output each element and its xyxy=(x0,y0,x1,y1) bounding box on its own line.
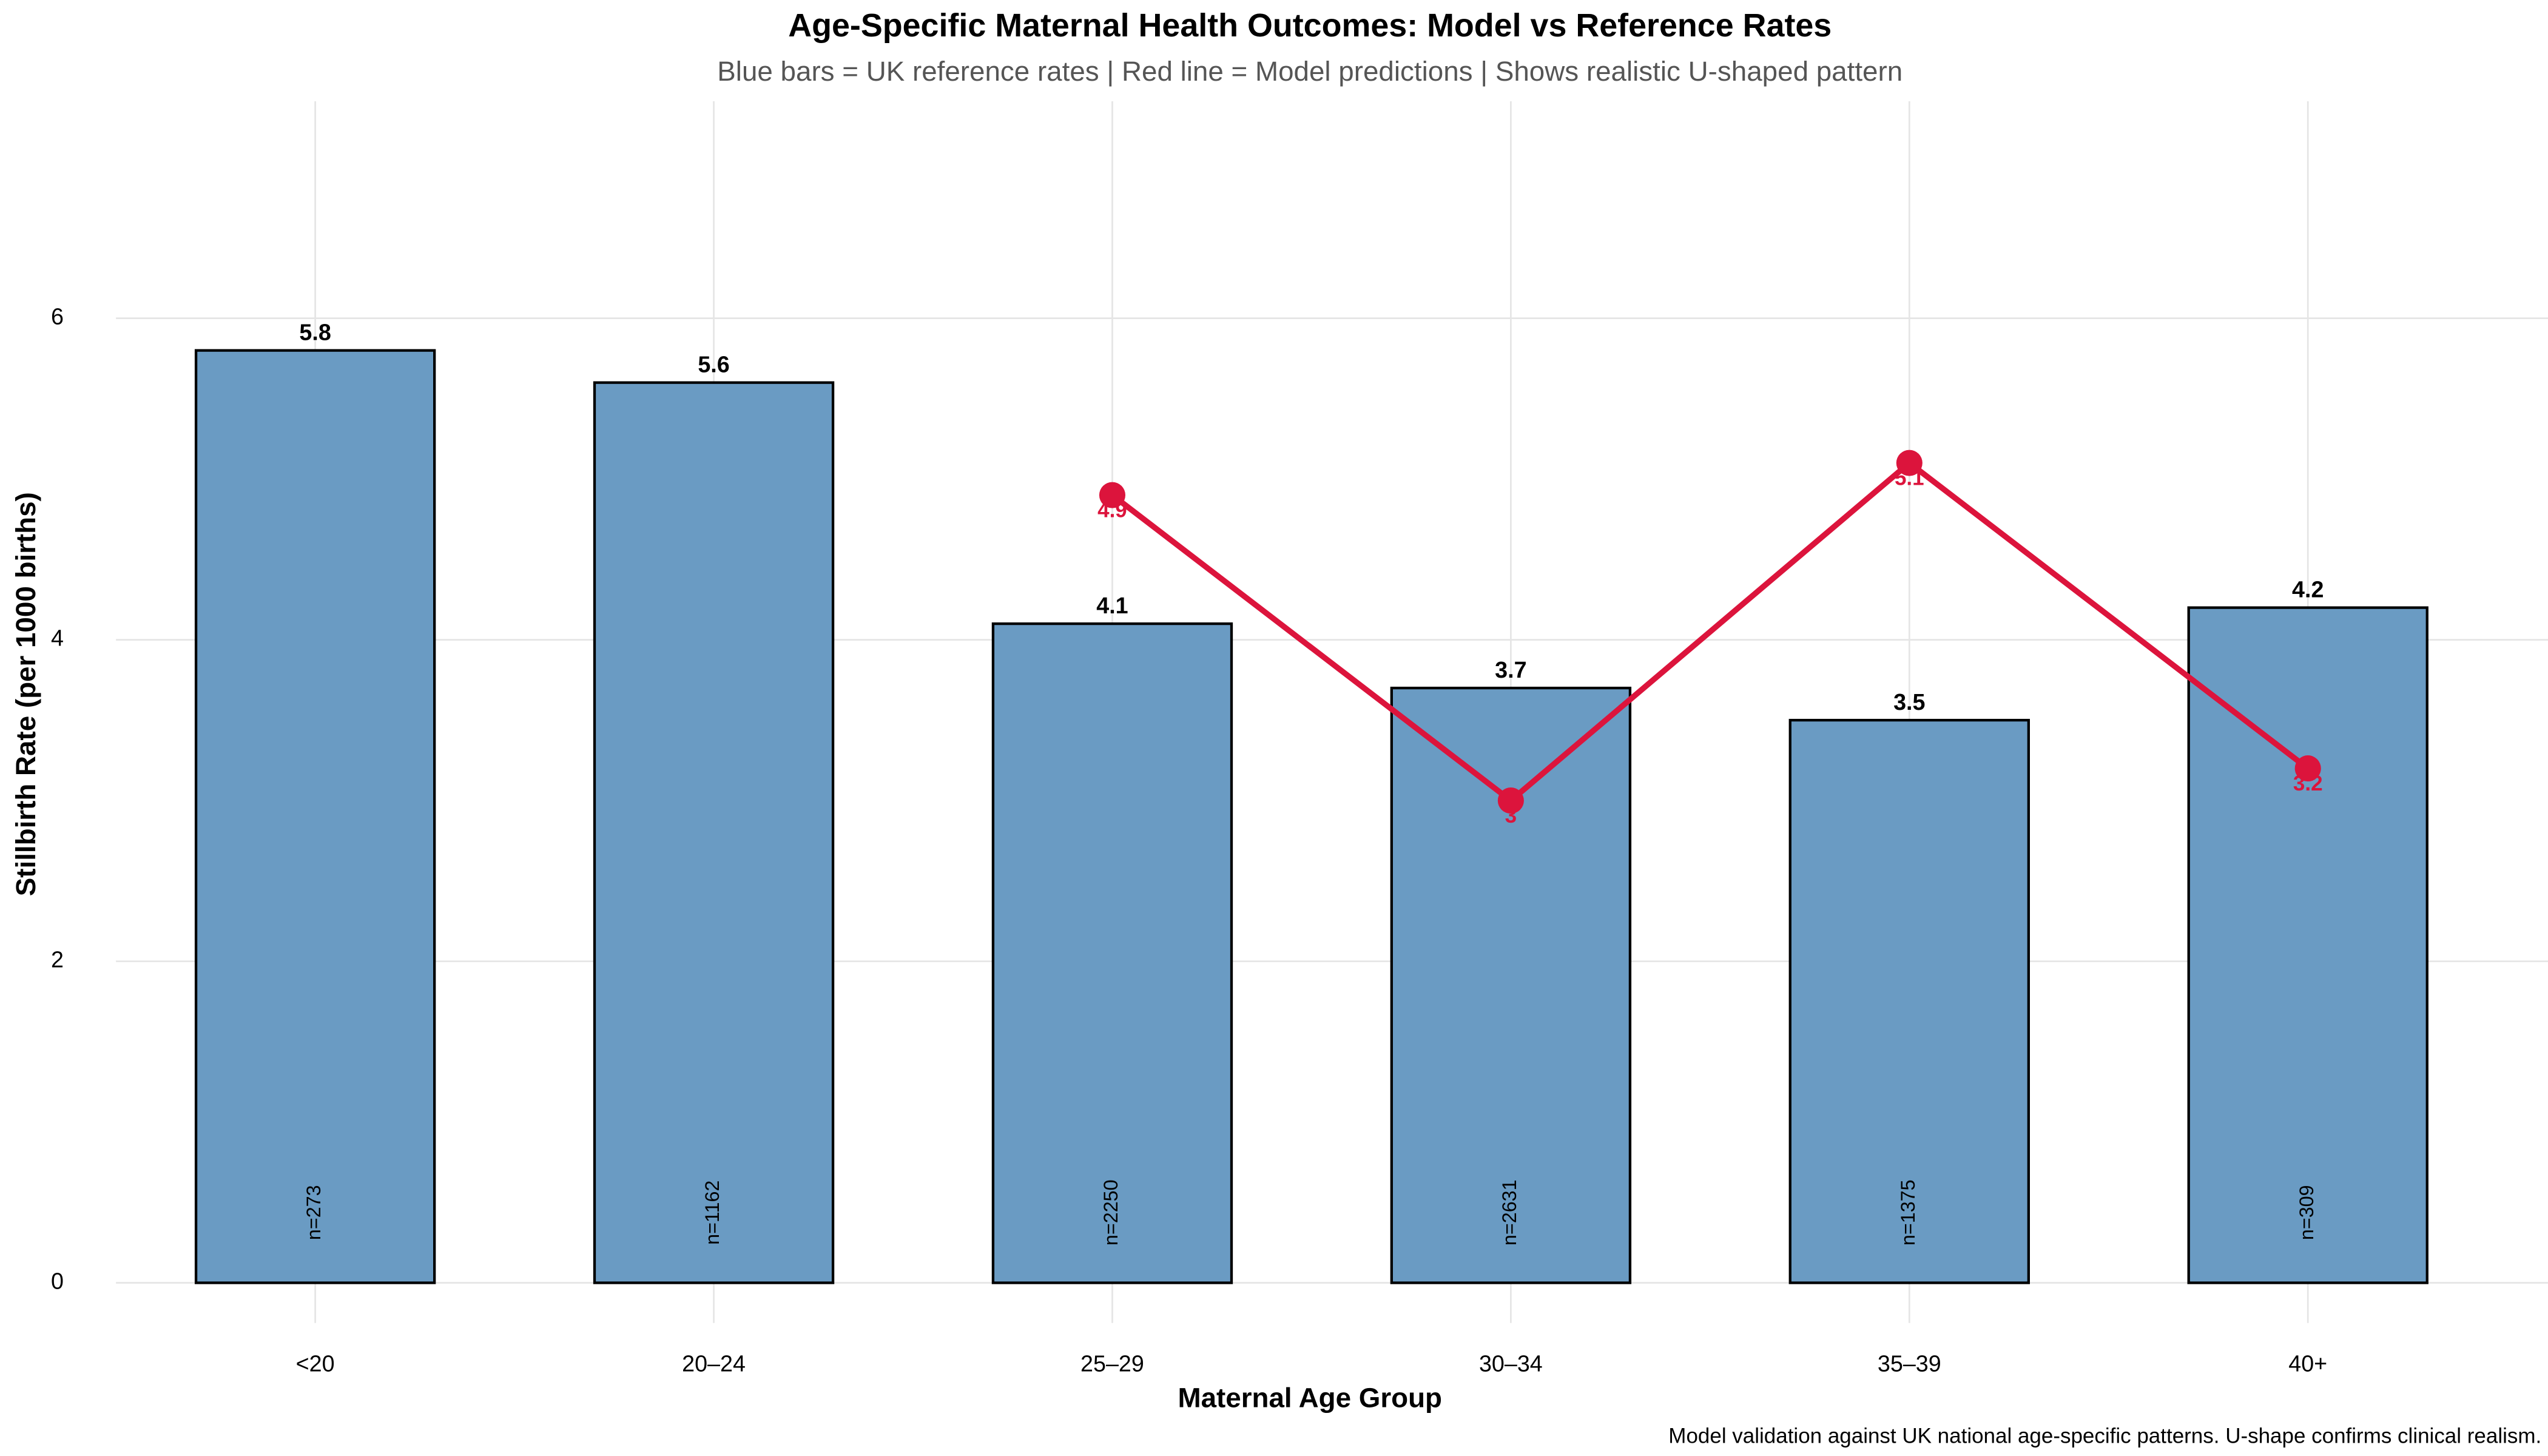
chart-title: Age-Specific Maternal Health Outcomes: M… xyxy=(788,7,1832,44)
count-label: n=309 xyxy=(2296,1185,2317,1240)
chart-subtitle: Blue bars = UK reference rates | Red lin… xyxy=(717,56,1903,87)
bar-value-label: 3.5 xyxy=(1893,689,1925,715)
bar-value-label: 4.1 xyxy=(1096,593,1128,618)
y-tick-label: 4 xyxy=(51,625,64,651)
x-axis-label: Maternal Age Group xyxy=(1178,1382,1442,1413)
bar-value-label: 5.8 xyxy=(299,320,331,345)
bar xyxy=(2187,606,2428,1284)
x-tick-label: 35–39 xyxy=(1878,1351,1941,1377)
bar xyxy=(991,622,1233,1284)
bar-value-label: 5.6 xyxy=(698,352,729,377)
y-axis-label: Stillbirth Rate (per 1000 births) xyxy=(10,492,41,896)
bar xyxy=(1788,718,2030,1284)
model-line xyxy=(1110,459,2310,804)
count-label: n=2250 xyxy=(1100,1179,1122,1245)
x-tick-label: 25–29 xyxy=(1080,1351,1144,1377)
model-value-label: 3 xyxy=(1505,804,1517,827)
model-point xyxy=(2294,755,2321,782)
caption: Model validation against UK national age… xyxy=(1668,1424,2541,1448)
model-point xyxy=(1099,482,1126,508)
y-tick-label: 0 xyxy=(51,1268,64,1293)
model-point xyxy=(1896,450,1923,476)
x-tick-label: 30–34 xyxy=(1479,1351,1543,1377)
count-label: n=1162 xyxy=(701,1181,723,1245)
y-tick-label: 6 xyxy=(51,304,64,329)
model-value-label: 3.2 xyxy=(2293,772,2323,795)
model-value-label: 4.9 xyxy=(1097,498,1127,522)
bar xyxy=(1390,686,1632,1284)
model-value-label: 5.1 xyxy=(1895,466,1924,490)
bar xyxy=(194,349,436,1284)
x-tick-label: 20–24 xyxy=(682,1351,746,1377)
x-tick-label: 40+ xyxy=(2288,1351,2327,1377)
bar xyxy=(593,381,835,1284)
count-label: n=1375 xyxy=(1897,1179,1919,1245)
bar-value-label: 3.7 xyxy=(1495,657,1526,682)
bar-value-label: 4.2 xyxy=(2292,577,2324,602)
count-label: n=2631 xyxy=(1498,1179,1520,1245)
model-point xyxy=(1497,787,1524,814)
x-tick-label: <20 xyxy=(296,1351,335,1377)
count-label: n=273 xyxy=(303,1185,325,1240)
y-tick-label: 2 xyxy=(51,947,64,972)
